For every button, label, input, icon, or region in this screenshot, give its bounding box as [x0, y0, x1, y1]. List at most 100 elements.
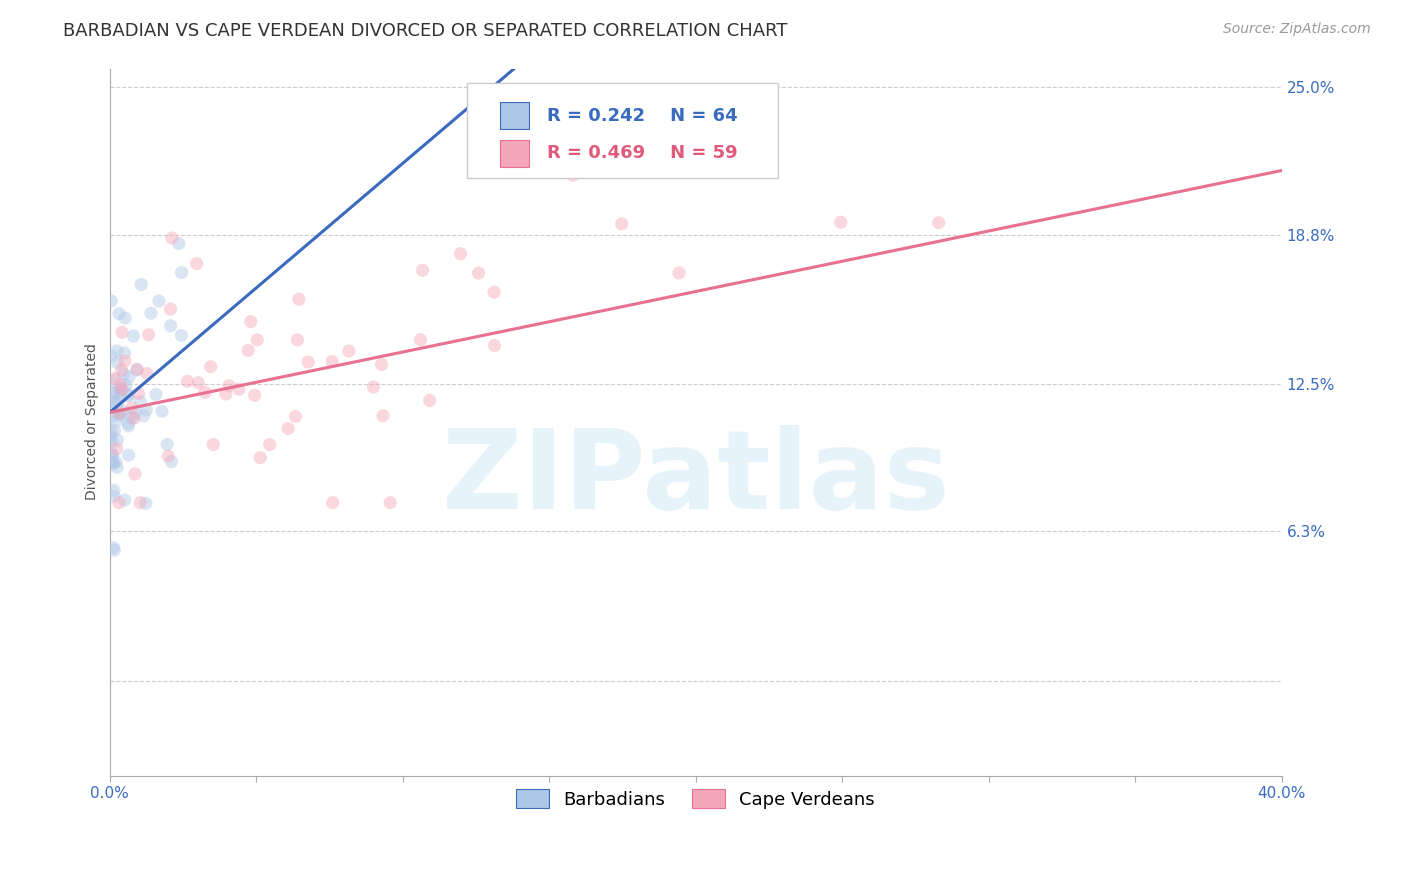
Point — [160, 231, 183, 245]
Point — [259, 437, 281, 451]
Point — [111, 383, 134, 397]
Point — [103, 385, 125, 400]
Point — [105, 442, 128, 456]
Point — [107, 408, 129, 422]
Point — [105, 385, 128, 400]
Point — [111, 363, 134, 377]
Point — [170, 266, 193, 280]
Point — [380, 496, 402, 510]
Point — [132, 409, 155, 423]
Text: R = 0.469    N = 59: R = 0.469 N = 59 — [547, 145, 737, 162]
FancyBboxPatch shape — [501, 103, 529, 129]
Point — [186, 256, 208, 270]
Point — [114, 346, 136, 360]
Point — [202, 437, 225, 451]
Point — [127, 386, 149, 401]
Point — [135, 403, 157, 417]
FancyBboxPatch shape — [467, 83, 778, 178]
Point — [482, 285, 505, 300]
Point — [105, 343, 128, 358]
Point — [101, 447, 124, 461]
Point — [135, 496, 157, 510]
Point — [118, 370, 141, 384]
Point — [108, 307, 131, 321]
Point — [111, 326, 134, 340]
Point — [297, 355, 319, 369]
Text: ZIPatlas: ZIPatlas — [441, 425, 949, 532]
Point — [287, 333, 309, 347]
Point — [136, 367, 159, 381]
Point — [117, 389, 139, 403]
Text: BARBADIAN VS CAPE VERDEAN DIVORCED OR SEPARATED CORRELATION CHART: BARBADIAN VS CAPE VERDEAN DIVORCED OR SE… — [63, 22, 787, 40]
Point — [104, 455, 127, 469]
Point — [103, 489, 125, 503]
Point — [105, 414, 128, 428]
Point — [200, 359, 222, 374]
Point — [114, 311, 136, 326]
Point — [104, 371, 127, 385]
Point — [321, 354, 343, 368]
Text: R = 0.242    N = 64: R = 0.242 N = 64 — [547, 107, 737, 125]
Point — [103, 483, 125, 498]
Point — [215, 387, 238, 401]
Point — [108, 496, 131, 510]
Point — [100, 430, 122, 444]
Point — [100, 425, 122, 440]
Legend: Barbadians, Cape Verdeans: Barbadians, Cape Verdeans — [509, 782, 882, 816]
Point — [100, 349, 122, 363]
Point — [484, 338, 506, 352]
Point — [129, 394, 152, 409]
Point — [114, 493, 136, 508]
Point — [561, 169, 583, 183]
Point — [830, 215, 852, 229]
Point — [467, 266, 489, 280]
Point — [110, 377, 132, 392]
Point — [150, 404, 173, 418]
Point — [139, 306, 162, 320]
Point — [243, 388, 266, 402]
Point — [117, 448, 139, 462]
Point — [239, 315, 262, 329]
Point — [121, 401, 143, 415]
Point — [176, 375, 198, 389]
Y-axis label: Divorced or Separated: Divorced or Separated — [86, 343, 100, 500]
Point — [114, 354, 136, 368]
Point — [105, 356, 128, 370]
Point — [103, 457, 125, 471]
Point — [124, 467, 146, 481]
Point — [101, 455, 124, 469]
Point — [194, 385, 217, 400]
Point — [156, 437, 179, 451]
Point — [337, 344, 360, 359]
Point — [103, 374, 125, 388]
Point — [928, 216, 950, 230]
Point — [124, 406, 146, 420]
Point — [370, 358, 392, 372]
Point — [288, 292, 311, 306]
Point — [115, 378, 138, 392]
Point — [110, 381, 132, 395]
Point — [125, 363, 148, 377]
Text: Source: ZipAtlas.com: Source: ZipAtlas.com — [1223, 22, 1371, 37]
Point — [409, 333, 432, 347]
Point — [117, 419, 139, 434]
Point — [159, 301, 181, 316]
Point — [100, 434, 122, 449]
Point — [110, 408, 132, 422]
Point — [129, 496, 152, 510]
Point — [246, 333, 269, 347]
Point — [148, 293, 170, 308]
Point — [108, 384, 131, 398]
Point — [107, 396, 129, 410]
Point — [363, 380, 385, 394]
Point — [218, 379, 240, 393]
Point — [105, 433, 128, 447]
Point — [100, 394, 122, 409]
Point — [125, 362, 148, 376]
Point — [371, 409, 394, 423]
Point — [108, 388, 131, 402]
Point — [419, 393, 441, 408]
Point — [108, 406, 131, 420]
Point — [103, 543, 125, 558]
Point — [449, 246, 471, 260]
